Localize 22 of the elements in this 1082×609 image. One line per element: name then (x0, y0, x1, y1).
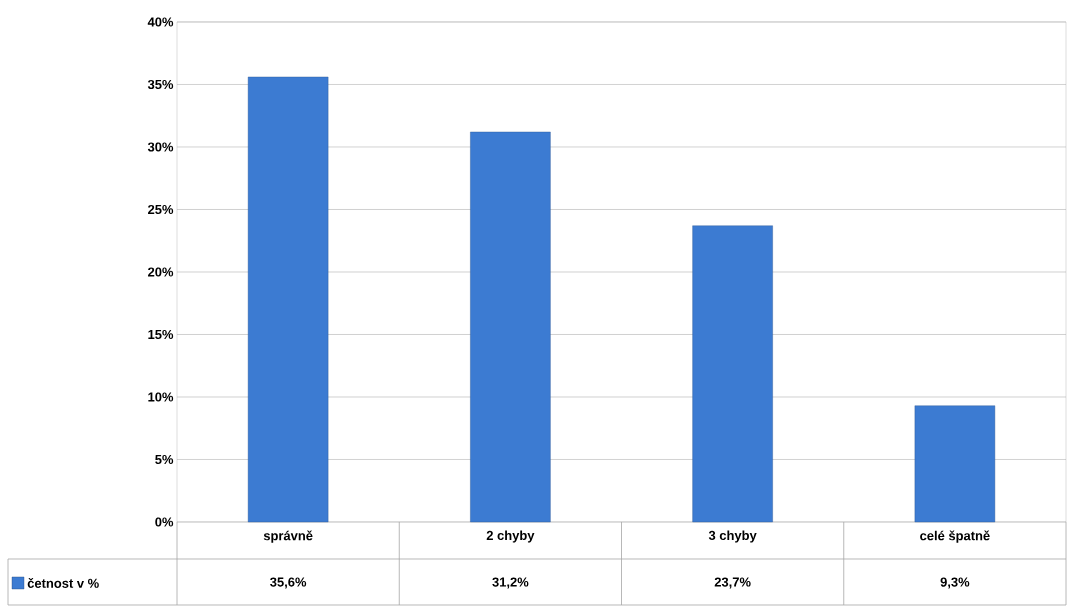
legend-label: četnost v % (27, 578, 99, 588)
x-tick-label: 3 chyby (708, 530, 757, 543)
y-tick-label: 5% (155, 454, 174, 465)
x-tick-label: celé špatně (920, 530, 990, 543)
y-tick-label: 25% (148, 204, 174, 215)
bar (247, 76, 329, 523)
x-tick-label: správně (263, 530, 313, 543)
y-tick-label: 30% (147, 142, 174, 152)
data-label: 35,6% (270, 577, 307, 589)
y-tick-label: 20% (148, 267, 174, 277)
bar (914, 405, 996, 523)
bar (692, 225, 773, 523)
x-tick-label: 2 chyby (486, 530, 535, 543)
data-label: 9,3% (940, 577, 970, 589)
y-tick-label: 35% (147, 79, 174, 90)
bar (470, 131, 551, 523)
data-label: 23,7% (714, 577, 751, 589)
y-tick-label: 0% (155, 517, 174, 527)
y-tick-label: 40% (147, 17, 174, 27)
y-tick-label: 10% (148, 392, 174, 402)
data-label: 31,2% (492, 577, 529, 589)
y-tick-label: 15% (148, 329, 174, 340)
